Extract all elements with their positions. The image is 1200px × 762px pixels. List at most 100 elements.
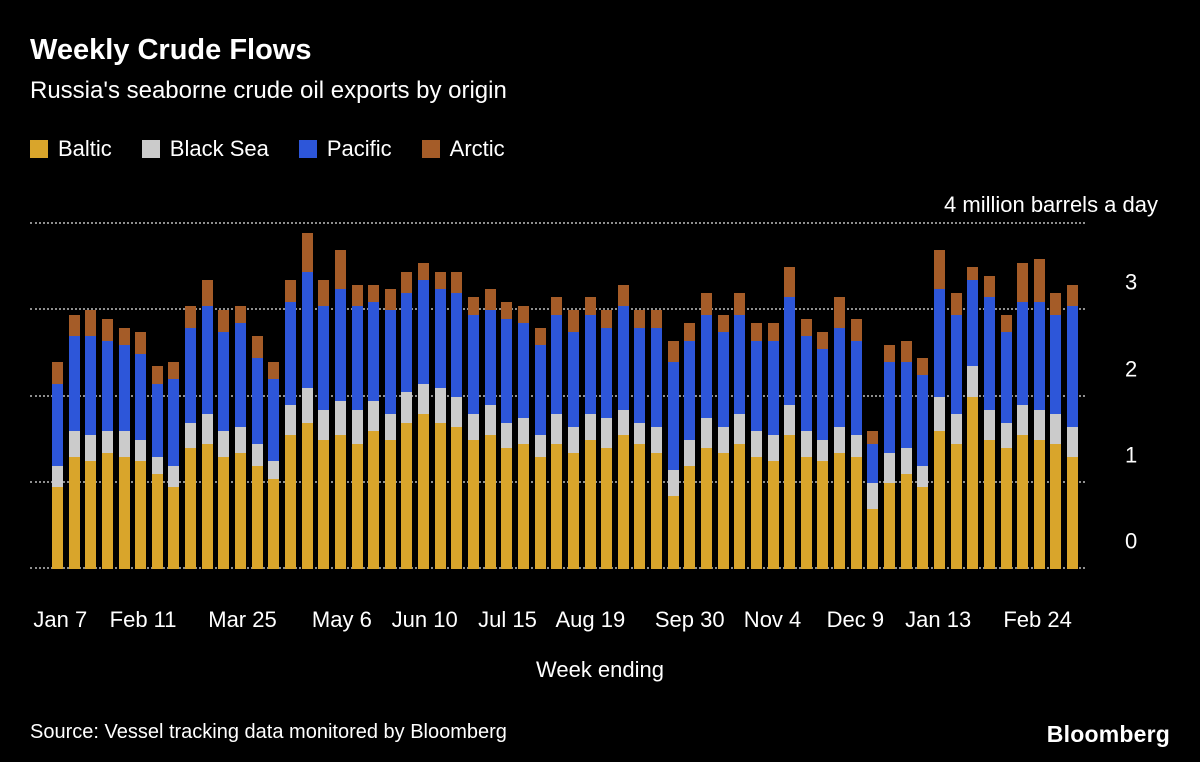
bar-segment-arctic [368, 284, 380, 302]
bar-segment-pacific [118, 344, 130, 432]
bar-segment-arctic [700, 293, 712, 315]
bar-segment-arctic [468, 297, 480, 315]
x-tick-label: Jan 13 [905, 607, 972, 633]
bar [318, 224, 330, 570]
y-tick-label: 3 [1125, 270, 1138, 296]
bar-segment-arctic [185, 306, 197, 328]
bar-segment-baltic [767, 461, 779, 570]
bar [151, 224, 163, 570]
bar-segment-pacific [334, 288, 346, 401]
bar-segment-pacific [917, 375, 929, 466]
y-axis-unit-note: 4 million barrels a day [944, 192, 1158, 218]
bar-segment-baltic [118, 457, 130, 570]
bar-segment-arctic [384, 288, 396, 311]
bar [917, 224, 929, 570]
bar-segment-baltic [451, 426, 463, 570]
x-tick-label: Aug 19 [555, 607, 626, 633]
bar [185, 224, 197, 570]
bar-segment-arctic [817, 331, 829, 350]
bar-segment-black-sea [384, 413, 396, 440]
bar-segment-black-sea [517, 418, 529, 445]
bar-segment-arctic [334, 250, 346, 289]
source-note: Source: Vessel tracking data monitored b… [30, 721, 507, 743]
bar [800, 224, 812, 570]
bar [135, 224, 147, 570]
bar-segment-black-sea [451, 396, 463, 427]
legend-item: Black Sea [141, 136, 269, 162]
bar-segment-arctic [834, 297, 846, 328]
bar-segment-black-sea [651, 426, 663, 453]
bar-segment-baltic [151, 474, 163, 570]
y-tick-label: 1 [1125, 442, 1138, 468]
bar-segment-baltic [1017, 435, 1029, 570]
bar [1017, 224, 1029, 570]
bar [85, 224, 97, 570]
bar-segment-black-sea [700, 418, 712, 449]
bar [1050, 224, 1062, 570]
bar-segment-arctic [301, 232, 313, 272]
bar-segment-baltic [867, 508, 879, 570]
bar-segment-pacific [651, 327, 663, 427]
bar-segment-black-sea [1017, 405, 1029, 436]
bar-segment-black-sea [617, 409, 629, 436]
bar-segment-baltic [401, 422, 413, 570]
bar-segment-black-sea [784, 405, 796, 436]
bar-segment-pacific [268, 379, 280, 462]
bar-segment-baltic [750, 457, 762, 570]
bar-segment-pacific [101, 340, 113, 432]
bar-segment-arctic [551, 297, 563, 315]
bar-segment-pacific [168, 379, 180, 466]
bar-segment-baltic [284, 435, 296, 570]
bar-segment-black-sea [933, 396, 945, 432]
bar-segment-arctic [168, 362, 180, 380]
bar-segment-black-sea [717, 426, 729, 453]
bar-segment-arctic [750, 323, 762, 341]
bar-segment-arctic [601, 310, 613, 328]
bar-segment-baltic [800, 457, 812, 570]
bar-segment-pacific [85, 336, 97, 436]
bar-segment-baltic [601, 448, 613, 570]
bar-segment-arctic [318, 280, 330, 307]
bar-segment-pacific [318, 306, 330, 410]
bar-segment-baltic [734, 444, 746, 570]
bar-segment-baltic [301, 422, 313, 570]
bar [834, 224, 846, 570]
bar-segment-pacific [884, 362, 896, 453]
bar-segment-black-sea [884, 452, 896, 483]
legend-label: Pacific [326, 136, 392, 162]
bar-segment-baltic [817, 461, 829, 570]
bar-segment-arctic [68, 314, 80, 337]
x-tick-label: Nov 4 [743, 607, 802, 633]
chart-title: Weekly Crude Flows [30, 34, 312, 66]
bar-segment-black-sea [967, 366, 979, 397]
bar-segment-black-sea [201, 413, 213, 445]
x-tick-label: Jun 10 [391, 607, 458, 633]
bar-segment-pacific [900, 362, 912, 449]
chart: 4 million barrels a day 0 1 2 3 Jan 7 Feb 11… [30, 192, 1170, 683]
bar-segment-black-sea [168, 465, 180, 488]
bar-segment-black-sea [52, 465, 63, 488]
bar-segment-baltic [484, 435, 496, 570]
bar-segment-black-sea [68, 431, 80, 458]
bar-segment-pacific [933, 288, 945, 397]
bar-segment-pacific [251, 357, 263, 445]
bar [534, 224, 546, 570]
bar-segment-baltic [933, 431, 945, 570]
legend-label: Black Sea [169, 136, 269, 162]
bar-segment-pacific [867, 444, 879, 483]
legend-item: Baltic [30, 136, 112, 162]
bar-segment-baltic [351, 444, 363, 570]
bar-segment-baltic [667, 495, 679, 570]
bar-segment-baltic [534, 457, 546, 570]
bar-segment-black-sea [484, 405, 496, 436]
bar-segment-baltic [850, 457, 862, 570]
bar-segment-baltic [384, 439, 396, 570]
bar-segment-baltic [168, 487, 180, 570]
bar-segment-baltic [684, 465, 696, 570]
bar [684, 224, 696, 570]
bar-segment-baltic [368, 431, 380, 570]
bar-segment-black-sea [734, 413, 746, 445]
bar-segment-pacific [967, 280, 979, 367]
bar-segment-arctic [784, 267, 796, 298]
